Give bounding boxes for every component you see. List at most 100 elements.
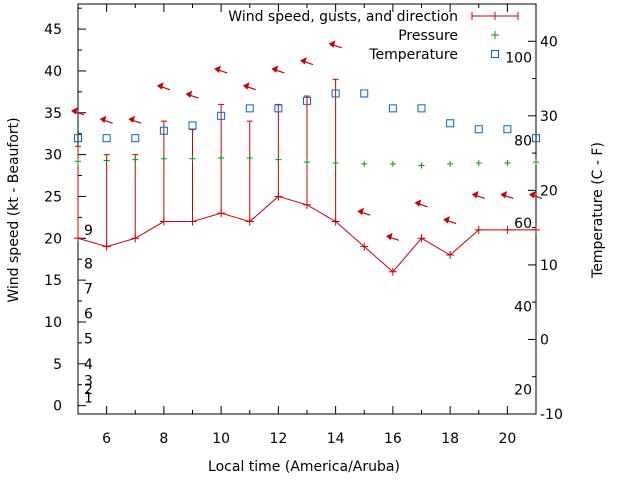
- x-tick-label: 12: [269, 431, 287, 447]
- y-left-tick-label: 0: [53, 399, 62, 415]
- legend-temperature-marker: [491, 50, 499, 58]
- wind-speed-point: [303, 200, 311, 209]
- temperature-point: [188, 121, 197, 130]
- x-tick-label: 14: [327, 431, 345, 447]
- legend-temperature-label: Temperature: [368, 47, 458, 63]
- y-right-tick-label: -10: [540, 407, 563, 423]
- y-left-tick-label: 40: [44, 64, 62, 80]
- temperature-point: [388, 104, 397, 113]
- beaufort-label: 4: [84, 357, 93, 373]
- temperature-point: [274, 104, 283, 113]
- wind-direction-arrow: [471, 191, 485, 200]
- wind-direction-arrow: [385, 232, 400, 241]
- y-axis-right-title: Temperature (C - F): [590, 142, 606, 279]
- temperature-point: [532, 134, 540, 143]
- wind-direction-arrow: [156, 82, 171, 91]
- temperature-point: [217, 111, 226, 120]
- wind-speed-point: [217, 209, 226, 218]
- temperature-point: [74, 134, 82, 143]
- y-right-tick-label: 10: [540, 258, 558, 274]
- wind-direction-arrow: [99, 115, 113, 124]
- pressure-point: [132, 156, 139, 163]
- pressure-point: [361, 160, 368, 167]
- temperature-series: [74, 89, 540, 143]
- wind-speed-point: [102, 242, 111, 251]
- temperature-point: [417, 104, 426, 113]
- fahrenheit-label: 100: [505, 51, 532, 67]
- y-left-tick-label: 20: [44, 231, 62, 247]
- wind-speed-point: [245, 217, 254, 226]
- legend-pressure-marker: [491, 31, 499, 39]
- pressure-point: [218, 154, 225, 161]
- wind-speed-point: [131, 234, 140, 243]
- wind-direction-arrow: [214, 65, 228, 74]
- y-left-tick-label: 30: [44, 148, 62, 164]
- y-right-tick-label: 0: [540, 332, 549, 348]
- pressure-point: [189, 155, 196, 162]
- temperature-point: [331, 89, 340, 98]
- wind-direction-arrow: [357, 207, 371, 216]
- wind-direction-arrow: [271, 65, 285, 74]
- beaufort-label: 8: [84, 256, 93, 272]
- beaufort-label: 7: [84, 281, 93, 297]
- pressure-point: [304, 159, 310, 166]
- wind-speed-point: [74, 234, 82, 243]
- x-tick-label: 10: [212, 431, 230, 447]
- beaufort-label: 1: [84, 390, 93, 406]
- x-axis-title: Local time (America/Aruba): [208, 459, 400, 475]
- pressure-point: [246, 154, 253, 161]
- pressure-point: [103, 157, 110, 164]
- temperature-point: [303, 96, 311, 105]
- beaufort-label: 5: [84, 332, 93, 348]
- y-axis-left-title: Wind speed (kt - Beaufort): [6, 117, 22, 302]
- temperature-point: [245, 104, 254, 113]
- y-right-tick-label: 20: [540, 183, 558, 199]
- temperature-point: [360, 89, 369, 98]
- fahrenheit-label: 40: [514, 300, 532, 316]
- temperature-point: [102, 134, 111, 143]
- pressure-point: [475, 159, 482, 166]
- beaufort-label: 2: [84, 382, 93, 398]
- pressure-point: [75, 158, 81, 165]
- x-tick-label: 18: [441, 431, 459, 447]
- wind-speed-point: [532, 225, 540, 234]
- axis-ticks: [77, 4, 537, 415]
- x-tick-label: 16: [384, 431, 402, 447]
- y-left-tick-label: 5: [53, 357, 62, 373]
- x-tick-label: 8: [159, 431, 168, 447]
- wind-direction-arrow: [242, 82, 256, 91]
- y-left-tick-label: 25: [44, 189, 62, 205]
- y-left-tick-label: 45: [44, 22, 62, 38]
- legend: Wind speed, gusts, and direction Pressur…: [228, 9, 519, 63]
- y-right-tick-label: 40: [540, 34, 558, 50]
- wind-direction-arrow: [500, 191, 514, 200]
- wind-speed-point: [159, 217, 168, 226]
- temperature-point: [474, 125, 483, 134]
- pressure-point: [533, 159, 539, 166]
- y-left-tick-label: 15: [44, 273, 62, 289]
- pressure-point: [389, 160, 396, 167]
- beaufort-label: 3: [84, 374, 93, 390]
- wind-speed-point: [188, 217, 197, 226]
- wind-direction-arrow: [414, 199, 428, 208]
- temperature-point: [131, 134, 140, 143]
- fahrenheit-label: 80: [514, 133, 532, 149]
- pressure-point: [418, 162, 425, 169]
- temperature-point: [446, 119, 455, 128]
- wind-speed-point: [417, 234, 426, 243]
- y-left-tick-label: 35: [44, 106, 62, 122]
- wind-speed-point: [331, 217, 340, 226]
- wind-speed-point: [446, 251, 455, 260]
- wind-speed-point: [274, 192, 283, 201]
- wind-speed-point: [474, 225, 483, 234]
- wind-series: [74, 78, 540, 276]
- pressure-point: [504, 159, 511, 166]
- pressure-point: [160, 155, 167, 162]
- plot-area-border: [77, 3, 537, 415]
- wind-direction-arrows: [71, 40, 543, 241]
- temperature-point: [159, 126, 168, 135]
- wind-direction-arrow: [328, 40, 342, 49]
- wind-speed-point: [388, 267, 397, 276]
- fahrenheit-label: 60: [514, 216, 532, 232]
